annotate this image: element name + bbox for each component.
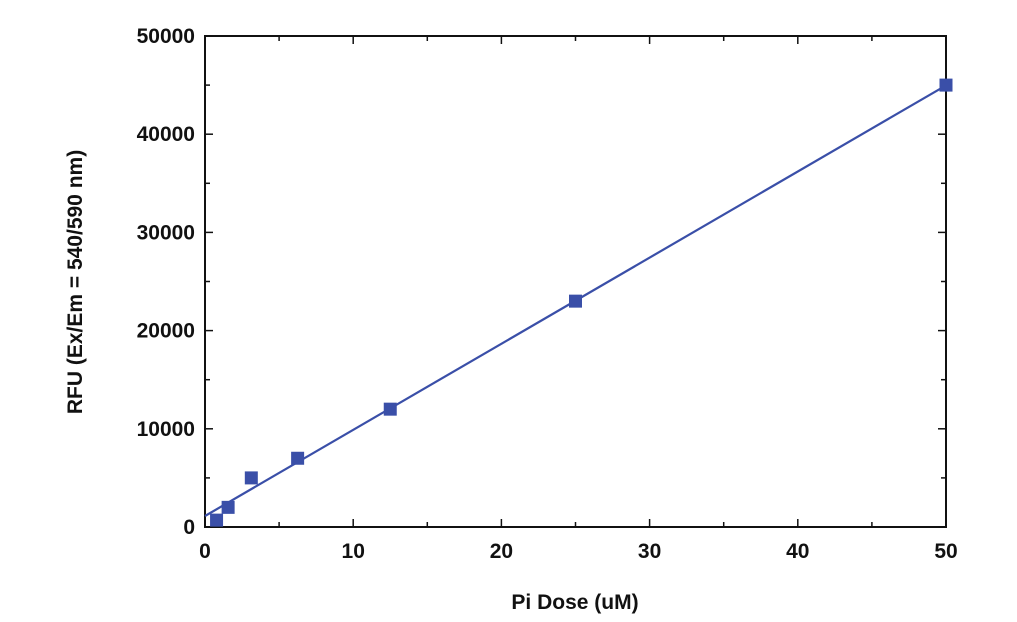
data-point (569, 294, 582, 308)
x-tick-label: 20 (490, 540, 513, 563)
data-point (939, 78, 953, 92)
x-tick-label: 0 (199, 540, 211, 563)
data-point (210, 513, 224, 527)
x-tick-label: 30 (638, 540, 661, 563)
ticks: 0 10 20 30 40 50 0 10000 20000 30000 40000 50000 (137, 25, 958, 563)
y-tick-label: 50000 (137, 25, 195, 48)
data-point (383, 402, 397, 416)
data-point (221, 500, 235, 514)
y-tick-label: 0 (183, 516, 195, 539)
y-axis-label: RFU (Ex/Em = 540/590 nm) (64, 150, 87, 414)
x-axis-label: Pi Dose (uM) (511, 591, 638, 614)
y-tick-label: 10000 (137, 418, 195, 441)
data-point (291, 451, 305, 465)
y-tick-label: 40000 (137, 123, 195, 146)
x-tick-label: 10 (342, 540, 365, 563)
plot-frame (204, 35, 947, 528)
x-tick-label: 40 (786, 540, 809, 563)
data-point (244, 471, 258, 485)
x-tick-label: 50 (934, 540, 957, 563)
y-tick-label: 30000 (137, 221, 195, 244)
y-tick-label: 20000 (137, 320, 195, 343)
data-points (210, 78, 953, 527)
axes (204, 35, 947, 528)
